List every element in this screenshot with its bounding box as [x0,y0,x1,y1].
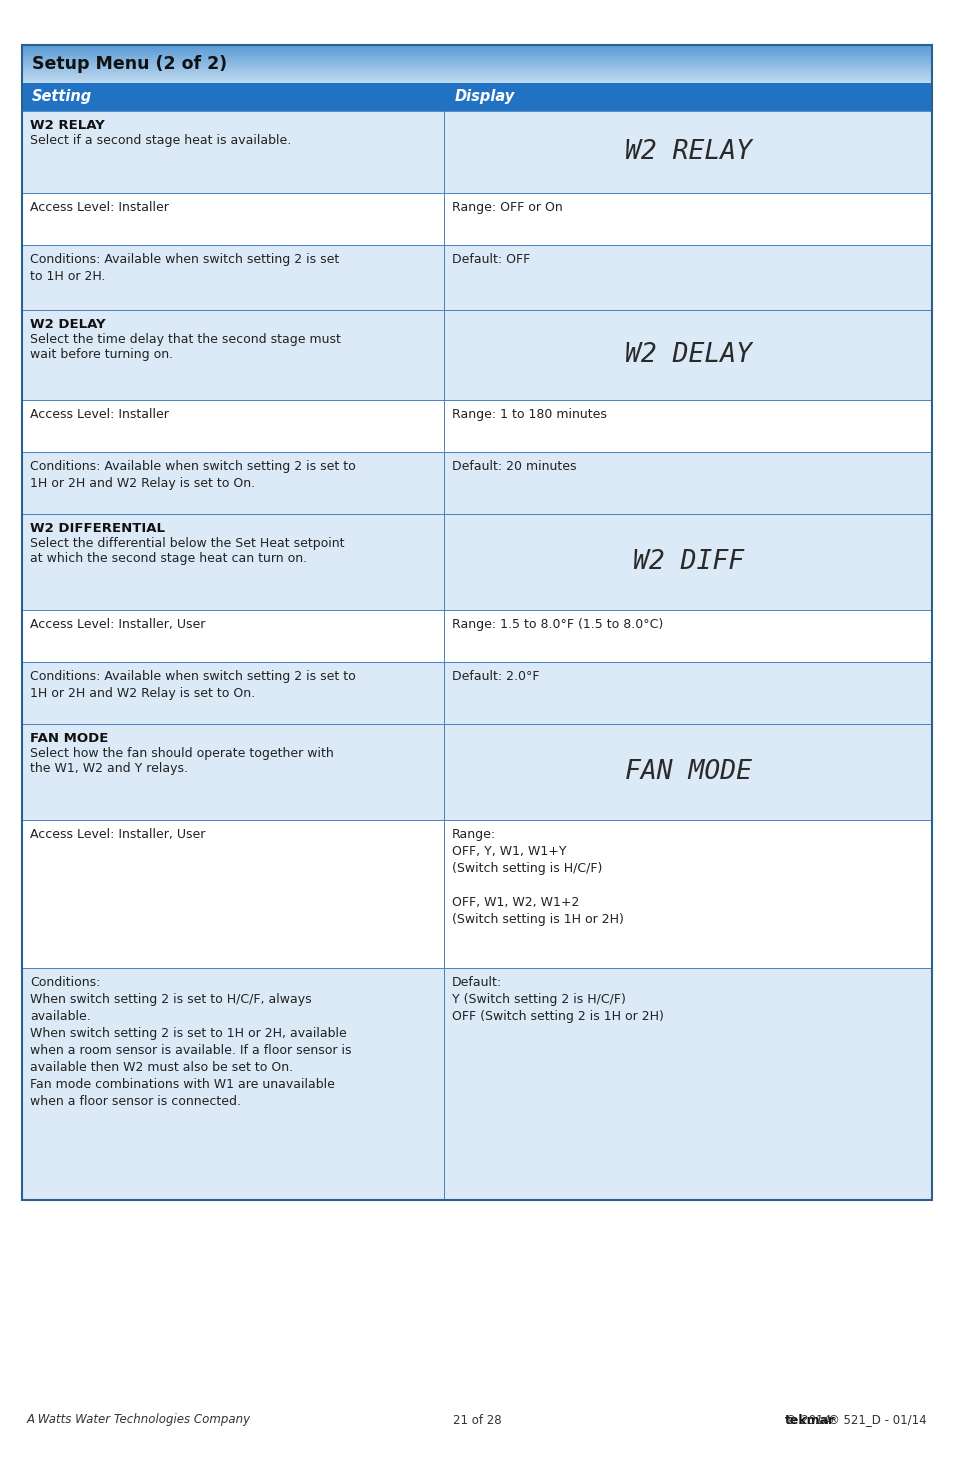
Bar [22,662,444,724]
Text: Range: 1.5 to 8.0°F (1.5 to 8.0°C): Range: 1.5 to 8.0°F (1.5 to 8.0°C) [452,618,662,631]
Text: Select the differential below the Set Heat setpoint
at which the second stage he: Select the differential below the Set He… [30,537,344,565]
Bar [444,400,931,451]
Text: Select the time delay that the second stage must
wait before turning on.: Select the time delay that the second st… [30,333,340,361]
Text: Select how the fan should operate together with
the W1, W2 and Y relays.: Select how the fan should operate togeth… [30,746,334,774]
Text: W2 DIFFERENTIAL: W2 DIFFERENTIAL [30,522,165,535]
Bar [22,111,444,193]
Bar [444,513,931,611]
Bar [444,968,931,1201]
Text: W2 RELAY: W2 RELAY [30,119,105,131]
Text: Default: 20 minutes: Default: 20 minutes [452,460,577,473]
Text: Access Level: Installer, User: Access Level: Installer, User [30,618,205,631]
Bar [444,724,931,820]
Text: Default:
Y (Switch setting 2 is H/C/F)
OFF (Switch setting 2 is 1H or 2H): Default: Y (Switch setting 2 is H/C/F) O… [452,976,663,1024]
Bar [444,662,931,724]
Bar [22,245,444,310]
Bar [444,111,931,193]
Text: Setup Menu (2 of 2): Setup Menu (2 of 2) [32,55,227,72]
Bar [22,83,931,111]
Text: Default: OFF: Default: OFF [452,254,530,266]
Bar [22,724,444,820]
Text: W2 DELAY: W2 DELAY [30,319,106,330]
Text: W2 DIFF: W2 DIFF [632,549,743,575]
Text: Conditions: Available when switch setting 2 is set to
1H or 2H and W2 Relay is s: Conditions: Available when switch settin… [30,670,355,701]
Bar [22,451,444,513]
Text: Range: 1 to 180 minutes: Range: 1 to 180 minutes [452,409,606,420]
Text: Range: OFF or On: Range: OFF or On [452,201,562,214]
Bar [22,46,931,1201]
Bar [22,400,444,451]
Bar [22,611,444,662]
Text: 21 of 28: 21 of 28 [453,1413,500,1426]
Text: Setting: Setting [32,90,92,105]
Bar [22,820,444,968]
Text: W2 RELAY: W2 RELAY [624,139,751,165]
Bar [444,245,931,310]
Text: W2 DELAY: W2 DELAY [624,342,751,367]
Text: ® 521_D - 01/14: ® 521_D - 01/14 [827,1413,926,1426]
Text: Access Level: Installer: Access Level: Installer [30,201,169,214]
Bar [444,611,931,662]
Bar [444,193,931,245]
Text: Range:
OFF, Y, W1, W1+Y
(Switch setting is H/C/F)

OFF, W1, W2, W1+2
(Switch set: Range: OFF, Y, W1, W1+Y (Switch setting … [452,827,623,926]
Bar [22,513,444,611]
Bar [22,968,444,1201]
Text: Conditions: Available when switch setting 2 is set to
1H or 2H and W2 Relay is s: Conditions: Available when switch settin… [30,460,355,490]
Text: A Watts Water Technologies Company: A Watts Water Technologies Company [27,1413,251,1426]
Text: Select if a second stage heat is available.: Select if a second stage heat is availab… [30,134,291,148]
Text: Access Level: Installer: Access Level: Installer [30,409,169,420]
Text: FAN MODE: FAN MODE [624,760,751,785]
Bar [444,451,931,513]
Text: © 2014: © 2014 [784,1413,833,1426]
Bar [22,310,444,400]
Text: tekmar: tekmar [784,1413,834,1426]
Bar [444,310,931,400]
Bar [444,820,931,968]
Text: Access Level: Installer, User: Access Level: Installer, User [30,827,205,841]
Bar [22,193,444,245]
Text: Conditions: Available when switch setting 2 is set
to 1H or 2H.: Conditions: Available when switch settin… [30,254,339,283]
Text: Conditions:
When switch setting 2 is set to H/C/F, always
available.
When switch: Conditions: When switch setting 2 is set… [30,976,351,1108]
Text: Display: Display [454,90,514,105]
Text: Default: 2.0°F: Default: 2.0°F [452,670,539,683]
Text: FAN MODE: FAN MODE [30,732,109,745]
